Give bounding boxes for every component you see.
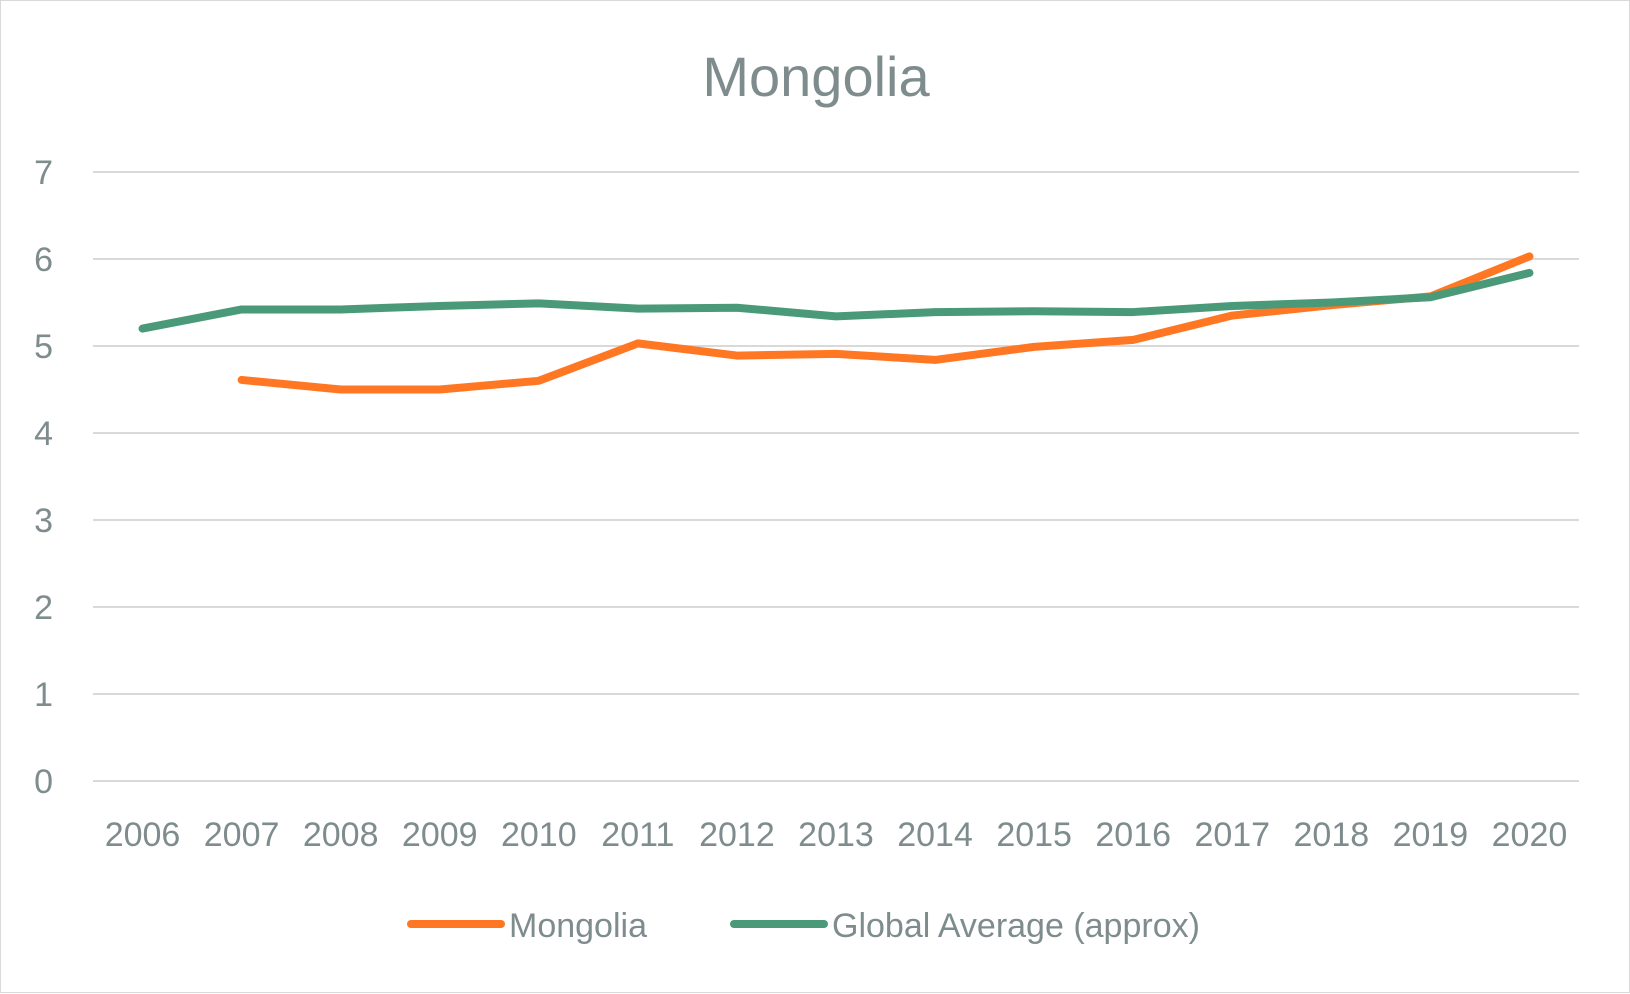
x-tick-label: 2017	[1194, 816, 1270, 854]
series-line-mongolia	[237, 252, 1534, 394]
x-tick-label: 2006	[105, 816, 181, 854]
y-tick-label: 1	[34, 676, 53, 714]
y-tick-label: 2	[34, 589, 53, 627]
gridlines	[93, 171, 1579, 782]
y-axis-ticks: 0 1 2 3 4 5 6 7	[34, 154, 53, 801]
x-tick-label: 2015	[996, 816, 1072, 854]
x-tick-label: 2007	[204, 816, 280, 854]
x-tick-label: 2010	[501, 816, 577, 854]
y-tick-label: 6	[34, 241, 53, 279]
x-tick-label: 2019	[1393, 816, 1469, 854]
legend-label: Global Average (approx)	[832, 907, 1200, 945]
x-axis-ticks: 2006 2007 2008 2009 2010 2011 2012 2013 2014 2015…	[105, 816, 1568, 854]
y-tick-label: 0	[34, 763, 53, 801]
x-tick-label: 2020	[1492, 816, 1568, 854]
x-tick-label: 2012	[699, 816, 775, 854]
y-tick-label: 7	[34, 154, 53, 192]
x-tick-label: 2008	[303, 816, 379, 854]
chart-title: Mongolia	[702, 45, 930, 108]
x-tick-label: 2009	[402, 816, 478, 854]
x-tick-label: 2018	[1294, 816, 1370, 854]
x-tick-label: 2013	[798, 816, 874, 854]
legend-label: Mongolia	[509, 907, 647, 945]
y-tick-label: 5	[34, 328, 53, 366]
y-tick-label: 4	[34, 415, 53, 453]
y-tick-label: 3	[34, 502, 53, 540]
x-tick-label: 2014	[897, 816, 973, 854]
legend: Mongolia Global Average (approx)	[407, 907, 1200, 945]
series-lines	[138, 252, 1534, 394]
x-tick-label: 2016	[1095, 816, 1171, 854]
x-tick-label: 2011	[601, 816, 674, 854]
series-line-global-average	[138, 268, 1534, 333]
